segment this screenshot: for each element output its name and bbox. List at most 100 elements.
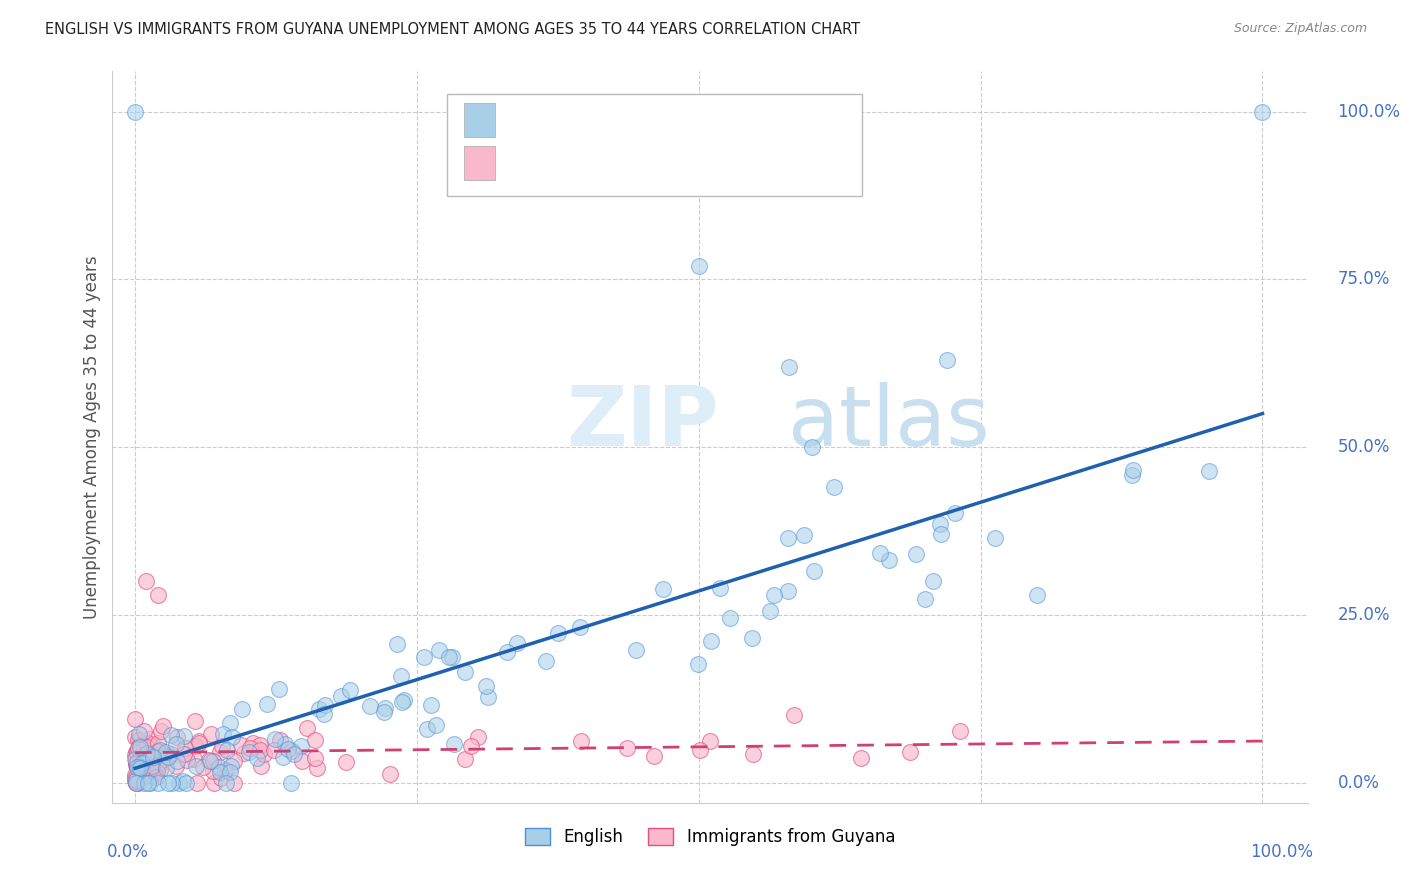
Point [267,681,290,696]
Point [129,761,152,775]
Text: 100.0%: 100.0% [1250,843,1313,861]
Point [329,689,352,703]
Point [689,743,711,757]
Point [172,774,194,789]
Point [202,754,225,768]
Point [380,767,402,781]
Point [869,546,891,560]
Point [166,754,188,768]
Point [741,747,763,761]
Text: 75.0%: 75.0% [1337,270,1391,288]
Point [132,723,155,738]
Point [129,754,152,768]
Point [758,604,780,618]
Point [688,657,710,671]
Point [127,732,149,747]
Point [127,775,149,789]
Point [823,480,845,494]
Point [314,707,336,722]
Point [929,517,952,532]
Point [238,745,260,759]
Point [1251,104,1274,119]
Point [125,746,148,760]
Point [335,755,357,769]
Point [157,775,180,789]
Text: R =: R = [506,112,543,129]
Point [571,734,593,748]
Point [124,730,146,744]
Point [280,775,302,789]
Point [138,736,160,750]
Point [239,740,262,755]
Point [643,749,665,764]
Point [626,643,648,657]
Point [165,759,187,773]
Point [778,532,800,546]
Point [233,747,256,761]
Point [295,722,318,736]
Point [616,741,638,756]
Point [231,738,253,752]
Point [246,751,269,765]
Text: 0.634: 0.634 [540,112,592,129]
Point [394,693,416,707]
Point [148,755,170,769]
Point [496,645,519,659]
Point [219,765,242,780]
Point [943,506,966,520]
Point [984,531,1007,545]
Text: Source: ZipAtlas.com: Source: ZipAtlas.com [1233,22,1367,36]
Point [136,747,159,761]
Point [877,553,900,567]
Point [281,744,304,758]
Point [146,775,169,789]
Point [145,770,167,784]
Point [467,730,489,744]
Point [793,528,815,542]
Point [160,775,183,789]
Point [124,756,146,771]
Point [187,733,209,747]
Point [271,749,294,764]
Point [125,768,148,782]
Point [183,714,205,729]
Point [741,631,763,645]
Point [135,574,157,589]
Point [949,723,972,738]
Point [184,759,207,773]
Point [149,763,172,777]
Point [263,743,285,757]
Point [125,775,148,789]
Point [224,755,246,769]
Point [1026,588,1049,602]
Point [127,756,149,770]
Point [427,643,450,657]
Text: N =: N = [636,112,672,129]
Point [221,731,243,745]
Point [176,753,198,767]
Point [131,756,153,770]
Point [146,764,169,779]
Point [173,741,195,756]
Point [125,760,148,774]
Point [191,760,214,774]
Point [929,526,952,541]
Point [569,620,592,634]
Point [141,759,163,773]
Legend: English, Immigrants from Guyana: English, Immigrants from Guyana [519,822,901,853]
Point [173,729,195,743]
Point [142,749,165,764]
Point [249,742,271,756]
Text: 106: 106 [669,154,704,172]
Point [173,747,195,762]
Point [134,768,156,782]
Point [125,755,148,769]
Point [776,584,799,599]
Point [202,764,225,778]
Point [128,739,150,753]
Point [256,698,278,712]
Point [651,582,673,596]
Text: 113: 113 [669,112,704,129]
Point [359,698,381,713]
Point [387,636,409,650]
